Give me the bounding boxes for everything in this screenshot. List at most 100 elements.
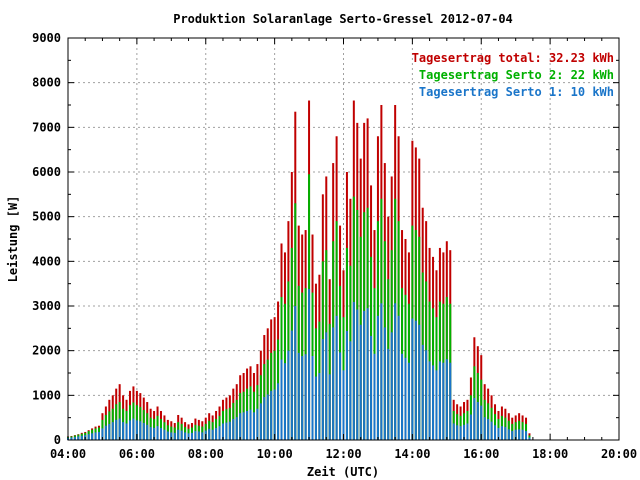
bar-serto-1: [228, 421, 231, 440]
bar-serto-1: [132, 418, 135, 440]
bar-serto-1: [111, 422, 114, 440]
bar-serto-1: [184, 432, 187, 440]
bar-serto-1: [328, 374, 331, 440]
bar-serto-1: [190, 432, 193, 440]
bar-serto-1: [418, 324, 421, 440]
bar-serto-1: [283, 363, 286, 440]
bar-serto-1: [490, 421, 493, 440]
bar-serto-1: [77, 436, 80, 440]
bar-serto-1: [159, 427, 162, 440]
bar-serto-1: [452, 423, 455, 440]
bar-serto-1: [149, 427, 152, 440]
bar-serto-1: [211, 429, 214, 440]
bar-serto-1: [380, 303, 383, 440]
bar-serto-1: [318, 373, 321, 440]
bar-serto-1: [263, 397, 266, 440]
bar-serto-1: [235, 417, 238, 440]
bar-serto-1: [208, 428, 211, 440]
bar-serto-1: [390, 332, 393, 440]
y-tick-label: 6000: [32, 165, 61, 179]
bar-serto-1: [500, 426, 503, 440]
bar-serto-1: [311, 356, 314, 440]
bar-serto-1: [239, 413, 242, 440]
bar-serto-1: [342, 370, 345, 440]
bar-serto-1: [339, 352, 342, 440]
bar-serto-1: [314, 376, 317, 440]
y-tick-label: 8000: [32, 76, 61, 90]
bar-serto-1: [480, 405, 483, 440]
x-tick-label: 16:00: [463, 447, 499, 461]
bar-serto-1: [494, 425, 497, 440]
bar-serto-1: [153, 427, 156, 440]
bar-serto-1: [173, 432, 176, 440]
bar-serto-1: [270, 390, 273, 440]
bar-serto-1: [528, 437, 531, 440]
bar-serto-1: [414, 320, 417, 440]
y-tick-label: 1000: [32, 388, 61, 402]
bar-serto-1: [376, 315, 379, 440]
y-tick-label: 0: [54, 433, 61, 447]
bar-serto-1: [266, 394, 269, 440]
bar-serto-1: [352, 301, 355, 440]
bar-serto-1: [115, 419, 118, 440]
bar-serto-1: [407, 362, 410, 440]
bar-serto-1: [128, 420, 131, 440]
y-axis-label: Leistung [W]: [6, 196, 20, 283]
bar-serto-1: [221, 423, 224, 440]
bar-serto-1: [232, 419, 235, 440]
x-tick-label: 06:00: [119, 447, 155, 461]
bar-serto-1: [80, 435, 83, 440]
bar-serto-1: [308, 289, 311, 440]
bar-serto-1: [425, 350, 428, 440]
bar-serto-1: [387, 348, 390, 440]
bar-serto-1: [356, 309, 359, 440]
bar-serto-1: [497, 427, 500, 440]
bar-series-group: [67, 100, 531, 441]
bar-serto-1: [459, 426, 462, 440]
bar-serto-1: [514, 429, 517, 440]
bar-serto-1: [476, 402, 479, 440]
bar-serto-1: [525, 431, 528, 440]
bar-serto-1: [87, 434, 90, 440]
bar-serto-1: [421, 344, 424, 440]
bar-serto-1: [125, 423, 128, 440]
bar-serto-1: [280, 359, 283, 440]
x-tick-label: 04:00: [50, 447, 86, 461]
bar-serto-1: [249, 409, 252, 440]
bar-serto-1: [259, 403, 262, 440]
y-tick-label: 3000: [32, 299, 61, 313]
bar-serto-1: [73, 437, 76, 440]
bar-serto-1: [469, 414, 472, 440]
bar-serto-1: [104, 425, 107, 440]
bar-serto-1: [108, 423, 111, 440]
x-tick-label: 12:00: [325, 447, 361, 461]
bar-serto-1: [118, 418, 121, 440]
bar-serto-1: [215, 427, 218, 440]
x-axis-label: Zeit (UTC): [307, 465, 379, 479]
bar-serto-1: [401, 353, 404, 440]
bar-serto-1: [332, 327, 335, 440]
bar-serto-1: [518, 429, 521, 440]
bar-serto-1: [201, 432, 204, 440]
legend: Tagesertrag total: 32.23 kWh Tagesertrag …: [412, 51, 614, 99]
bar-serto-1: [91, 433, 94, 440]
bar-serto-1: [394, 303, 397, 440]
bar-serto-1: [438, 361, 441, 440]
bar-serto-1: [70, 437, 73, 440]
bar-serto-1: [370, 335, 373, 440]
bar-serto-1: [456, 425, 459, 440]
bar-serto-1: [511, 431, 514, 440]
bar-serto-1: [504, 427, 507, 440]
bar-serto-1: [366, 308, 369, 440]
bar-serto-1: [304, 354, 307, 440]
x-tick-label: 14:00: [394, 447, 430, 461]
x-tick-label: 18:00: [532, 447, 568, 461]
bar-serto-1: [139, 421, 142, 440]
bar-serto-1: [445, 359, 448, 440]
x-tick-label: 08:00: [188, 447, 224, 461]
bar-serto-1: [404, 357, 407, 440]
bar-serto-1: [487, 419, 490, 440]
bar-serto-1: [197, 431, 200, 440]
y-tick-label: 4000: [32, 254, 61, 268]
